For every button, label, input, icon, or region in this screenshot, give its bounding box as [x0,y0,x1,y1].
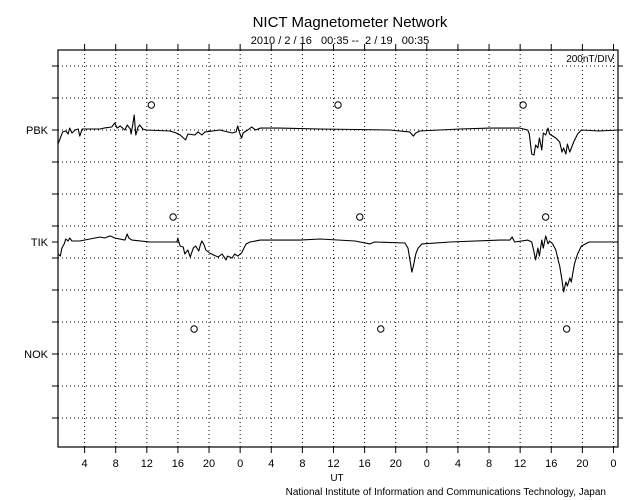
local-midnight-marker [169,213,177,221]
trace-tik [57,233,618,293]
x-tick-label: 12 [327,458,339,470]
chart-title: NICT Magnetometer Network [253,14,448,31]
x-tick-label: 20 [576,458,588,470]
scale-label: 200nT/DIV [566,54,614,65]
x-tick-label: 0 [610,458,616,470]
x-axis-label: UT [330,473,343,484]
local-midnight-marker [541,213,550,221]
x-tick-label: 12 [141,458,153,470]
x-tick-label: 8 [486,458,492,470]
station-label-tik: TIK [31,237,49,249]
x-tick-label: 20 [203,458,215,470]
x-tick-label: 12 [514,458,526,470]
x-tick-label: 4 [82,458,88,470]
x-tick-label: 0 [237,458,243,470]
local-midnight-marker [190,325,198,333]
local-midnight-marker [356,213,364,221]
local-midnight-marker [147,101,156,109]
trace-pbk [57,114,619,156]
x-tick-label: 8 [299,458,305,470]
station-label-pbk: PBK [26,125,49,137]
footer-credit: National Institute of Information and Co… [286,487,606,498]
local-midnight-marker [519,101,527,109]
station-label-nok: NOK [24,349,49,361]
plot-frame [57,49,619,448]
x-tick-label: 4 [268,458,274,470]
x-tick-label: 16 [172,458,184,470]
local-midnight-marker [562,325,571,333]
chart-subtitle: 2010 / 2 / 16 00:35 -- 2 / 19 00:35 [251,35,430,47]
x-tick-label: 16 [545,458,557,470]
local-midnight-marker [377,325,385,333]
x-tick-label: 8 [113,458,119,470]
local-midnight-marker [334,101,342,109]
x-tick-label: 20 [390,458,402,470]
x-tick-label: 0 [424,458,430,470]
x-tick-label: 16 [358,458,370,470]
x-tick-label: 4 [455,458,461,470]
